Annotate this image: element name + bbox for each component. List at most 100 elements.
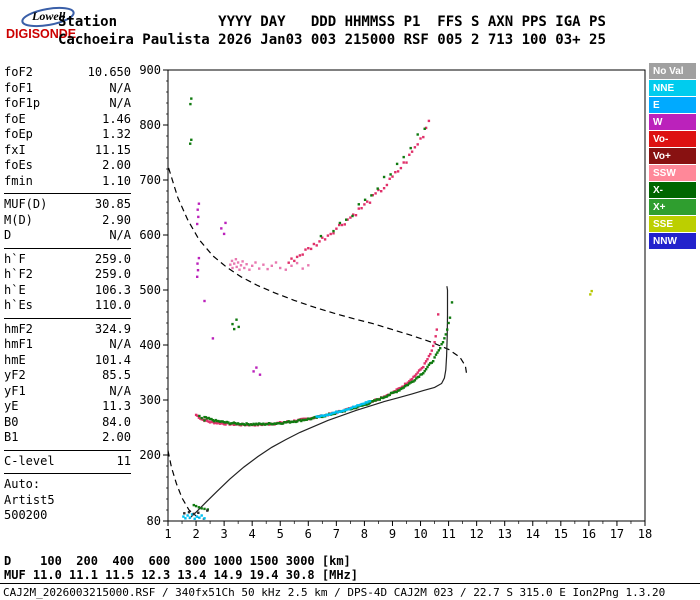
- y-tick-label: 900: [139, 63, 161, 77]
- series-f-region-o-trace: [194, 313, 440, 427]
- param-row: D N/A: [4, 228, 131, 244]
- param-row: foF2 10.650: [4, 65, 131, 81]
- param-value: 2.00: [102, 430, 131, 444]
- param-label: C-level: [4, 453, 55, 468]
- param-row: h`E 106.3: [4, 283, 131, 299]
- y-tick-label: 600: [139, 228, 161, 242]
- logo-digisonde-text: DIGISONDE: [6, 27, 77, 41]
- param-row: B0 84.0: [4, 415, 131, 431]
- x-axis: 1 2 3 4 5 6 7 8 9 10 11 12 13 14 15 16 17 18: [164, 521, 652, 541]
- x-tick-label: 12: [469, 527, 483, 541]
- param-group: foF2 10.650 foF1 N/A foF1p N/A foE 1.46 foEp 1.32…: [4, 62, 131, 194]
- param-value: 11.3: [102, 399, 131, 413]
- param-value: N/A: [109, 383, 131, 398]
- x-tick-label: 8: [361, 527, 368, 541]
- param-row: yF2 85.5: [4, 368, 131, 384]
- param-label: fxI: [4, 142, 26, 157]
- param-label: foEs: [4, 158, 33, 172]
- header-station-values: Cachoeira Paulista 2026 Jan03 003 215000…: [58, 32, 606, 48]
- series-magenta-off-vertical-echoes: [196, 202, 262, 376]
- footer-divider: [0, 583, 700, 584]
- param-row: 500200: [4, 508, 131, 524]
- param-label: hmE: [4, 352, 26, 367]
- legend-item-vo-: Vo-: [649, 131, 696, 147]
- param-label: foF1: [4, 80, 33, 95]
- muf-transmission-curve: [168, 167, 468, 376]
- param-value: 110.0: [94, 298, 131, 312]
- param-group: C-level 11: [4, 451, 131, 474]
- logo-globe-icon: [21, 6, 75, 28]
- param-row: M(D) 2.90: [4, 213, 131, 229]
- legend-item-noval: No Val: [649, 63, 696, 79]
- muf-table-muf-row: MUF 11.0 11.1 11.5 12.3 13.4 14.9 19.4 3…: [4, 567, 359, 582]
- param-label: Artist5: [4, 492, 55, 507]
- param-value: 85.5: [102, 368, 131, 382]
- series-second-order-x-echo: [332, 127, 426, 233]
- y-tick-label: 500: [139, 283, 161, 297]
- legend-item-sse: SSE: [649, 216, 696, 232]
- param-row: h`Es 110.0: [4, 298, 131, 314]
- y-tick-label: 800: [139, 118, 161, 132]
- legend-item-vo+: Vo+: [649, 148, 696, 164]
- param-label: hmF2: [4, 321, 33, 336]
- param-label: yF1: [4, 383, 26, 398]
- param-value: N/A: [109, 80, 131, 95]
- series-near-range-cluster-cyan: [182, 513, 206, 520]
- param-value: 259.0: [94, 267, 131, 281]
- param-value: 101.4: [94, 352, 131, 367]
- param-label: h`E: [4, 282, 26, 297]
- param-row: B1 2.00: [4, 430, 131, 446]
- param-row: hmF2 324.9: [4, 322, 131, 338]
- series-sse-isolated-echo: [589, 289, 593, 296]
- param-label: M(D): [4, 212, 33, 227]
- param-row: foEp 1.32: [4, 127, 131, 143]
- param-group: MUF(D) 30.85 M(D) 2.90 D N/A: [4, 194, 131, 249]
- param-value: 2.00: [102, 158, 131, 172]
- series-spread-f-cluster: [229, 258, 310, 271]
- param-row: hmF1 N/A: [4, 337, 131, 353]
- param-label: fmin: [4, 173, 33, 188]
- param-value: 84.0: [102, 414, 131, 429]
- param-value: N/A: [109, 96, 131, 110]
- x-tick-label: 11: [441, 527, 455, 541]
- y-tick-label: 80: [147, 514, 161, 528]
- y-tick-label: 300: [139, 393, 161, 407]
- param-label: h`F2: [4, 267, 33, 281]
- status-footer: CAJ2M_2026003215000.RSF / 340fx51Ch 50 k…: [3, 586, 666, 599]
- param-label: MUF(D): [4, 197, 48, 211]
- param-label: B0: [4, 414, 19, 429]
- x-tick-label: 2: [192, 527, 199, 541]
- param-label: foEp: [4, 127, 33, 141]
- param-row: h`F 259.0: [4, 252, 131, 268]
- param-label: h`Es: [4, 298, 33, 312]
- x-tick-label: 3: [221, 527, 228, 541]
- x-tick-label: 16: [582, 527, 596, 541]
- x-tick-label: 9: [389, 527, 396, 541]
- param-group: hmF2 324.9 hmF1 N/A hmE 101.4 yF2 85.5 yF1 N/A yE 1…: [4, 319, 131, 451]
- series-green-off-vertical-echoes: [189, 97, 323, 422]
- legend-item-x-: X-: [649, 182, 696, 198]
- header-block: Station YYYY DAY DDD HHMMSS P1 FFS S AXN…: [58, 13, 606, 49]
- y-tick-label: 700: [139, 173, 161, 187]
- polarization-direction-legend: No Val NNE E W Vo- Vo+ SSW X- X+ SSE NNW: [649, 63, 696, 250]
- legend-item-w: W: [649, 114, 696, 130]
- param-value: 106.3: [94, 282, 131, 297]
- param-row: h`F2 259.0: [4, 267, 131, 283]
- plot-frame: [167, 69, 646, 522]
- param-row: yF1 N/A: [4, 384, 131, 400]
- param-row: Auto:: [4, 477, 131, 493]
- series-second-order-o-echo: [287, 119, 431, 264]
- x-tick-label: 18: [638, 527, 652, 541]
- param-value: 2.90: [102, 212, 131, 227]
- legend-item-ssw: SSW: [649, 165, 696, 181]
- x-tick-label: 1: [164, 527, 171, 541]
- param-label: foE: [4, 111, 26, 126]
- x-tick-label: 17: [610, 527, 624, 541]
- param-label: D: [4, 228, 12, 242]
- param-label: h`F: [4, 251, 26, 266]
- x-tick-label: 7: [333, 527, 340, 541]
- param-label: B1: [4, 430, 19, 444]
- param-label: foF1p: [4, 96, 41, 110]
- param-label: Auto:: [4, 477, 41, 491]
- param-value: 1.10: [102, 173, 131, 188]
